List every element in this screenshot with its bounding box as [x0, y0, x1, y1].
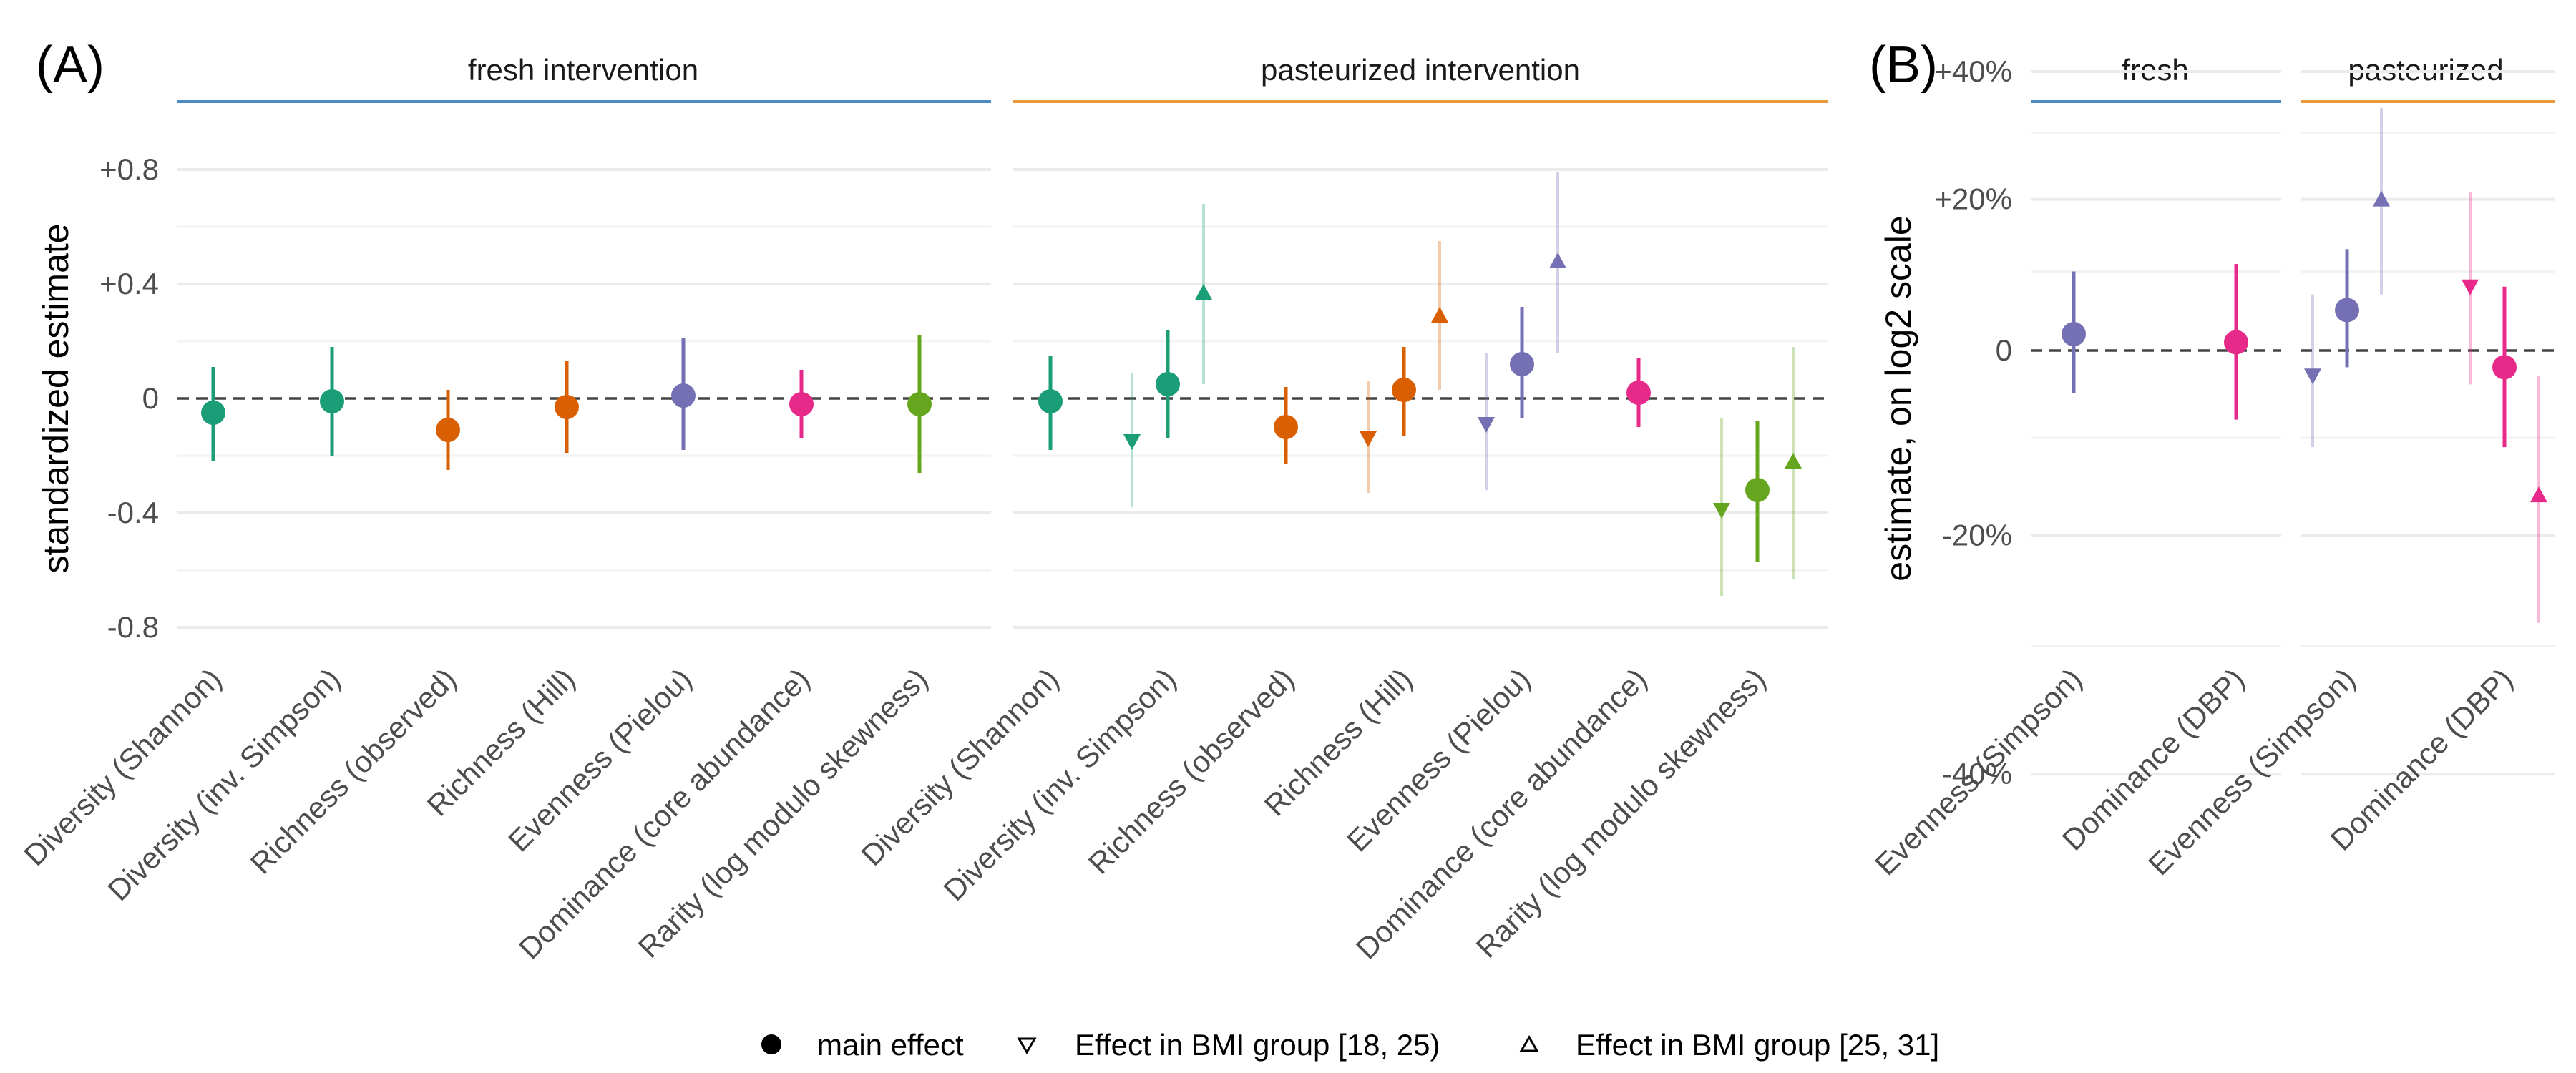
panel-b-y-tick-label: -20%: [1942, 519, 2012, 552]
panel-a-point-bmi-high: [1195, 284, 1212, 300]
panel-b-strip-label-fresh: fresh: [2122, 53, 2188, 87]
panel-a-point-main-effect: [320, 389, 344, 413]
panel-a-x-tick-label-diversity-shannon: Diversity (Shannon): [17, 662, 228, 872]
panel-a-marks: [201, 172, 1802, 596]
legend-label-bmi-low: Effect in BMI group [18, 25): [1075, 1028, 1440, 1062]
panel-a-point-main-effect: [907, 392, 932, 416]
panel-a-point-main-effect: [1626, 381, 1651, 405]
panel-a-point-main-effect: [201, 401, 225, 425]
panel-a-y-axis-title: standardized estimate: [36, 223, 76, 573]
panel-a-point-main-effect: [1510, 352, 1534, 376]
panel-b-x-tick-label-evenness-simpson: Evenness (Simpson): [2142, 662, 2361, 881]
panel-a-strip-label-pasteurized: pasteurized intervention: [1261, 53, 1580, 87]
panel-a-point-main-effect: [671, 383, 696, 408]
panel-b-point-bmi-low: [2462, 279, 2479, 295]
panel-b-y-tick-label: -40%: [1942, 757, 2012, 790]
panel-a-strip-label-fresh: fresh intervention: [468, 53, 698, 87]
panel-a-point-main-effect: [789, 392, 814, 416]
panel-a-point-bmi-high: [1785, 453, 1802, 469]
panel-b-point-bmi-low: [2304, 368, 2321, 385]
panel-a-point-main-effect: [1745, 478, 1770, 502]
panel-b: (B) estimate, on log2 scale fresh pasteu…: [1868, 36, 2555, 881]
panel-a-point-main-effect: [436, 418, 460, 442]
panel-b-x-tick-label-dominance-dbp: Dominance (DBP): [2056, 662, 2251, 857]
panel-a-point-main-effect: [1156, 372, 1180, 396]
panel-b-y-tick-label: +20%: [1934, 182, 2012, 216]
panel-b-point-bmi-high: [2530, 486, 2547, 503]
panel-a-point-main-effect: [1274, 415, 1298, 439]
panel-b-y-tick-label: 0: [1996, 333, 2012, 367]
panel-a-point-main-effect: [1392, 378, 1416, 402]
panel-a-grid: [177, 100, 1828, 629]
panel-b-tick-labels: +40%+20%0-20%-40%Evenness (Simpson)Domin…: [1868, 54, 2519, 881]
panel-a-y-tick-label: +0.4: [99, 267, 159, 300]
panel-b-marks: [2062, 107, 2547, 623]
legend-label-bmi-high: Effect in BMI group [25, 31]: [1576, 1028, 1939, 1062]
panel-a: (A) standardized estimate fresh interven…: [17, 36, 1828, 966]
panel-a-x-tick-label-richness-observed: Richness (observed): [244, 662, 463, 881]
panel-a-point-main-effect: [1038, 389, 1063, 413]
panel-a-point-bmi-low: [1123, 434, 1141, 450]
panel-b-point-main-effect: [2062, 322, 2086, 347]
legend-triangle-down-icon: [1017, 1037, 1037, 1054]
panel-a-y-tick-label: -0.8: [107, 610, 159, 644]
legend: main effect Effect in BMI group [18, 25)…: [761, 1028, 1939, 1062]
panel-a-point-bmi-low: [1713, 503, 1730, 519]
legend-circle-icon: [761, 1034, 781, 1054]
panel-b-point-main-effect: [2492, 355, 2517, 380]
legend-label-main-effect: main effect: [817, 1028, 964, 1062]
panel-a-y-tick-label: 0: [142, 381, 159, 415]
panel-a-y-tick-label: +0.8: [99, 152, 159, 186]
panel-b-point-bmi-high: [2373, 190, 2390, 207]
panel-a-x-tick-label-diversity-inv-simpson: Diversity (inv. Simpson): [937, 662, 1182, 907]
panel-b-point-main-effect: [2335, 298, 2359, 323]
panel-a-point-main-effect: [555, 395, 579, 419]
panel-a-point-bmi-high: [1431, 307, 1448, 323]
panel-a-point-bmi-low: [1360, 431, 1377, 447]
panel-b-y-axis-title: estimate, on log2 scale: [1878, 215, 1918, 581]
panel-b-grid: [2031, 70, 2555, 776]
panel-b-tag: (B): [1869, 36, 1938, 94]
panel-a-x-tick-label-richness-observed: Richness (observed): [1082, 662, 1301, 881]
panel-b-y-tick-label: +40%: [1934, 54, 2012, 88]
panel-b-point-main-effect: [2224, 330, 2248, 355]
panel-a-y-tick-label: -0.4: [107, 496, 159, 529]
panel-a-tag: (A): [36, 36, 104, 94]
panel-b-strip-label-pasteurized: pasteurized: [2348, 53, 2503, 87]
panel-a-x-tick-label-diversity-inv-simpson: Diversity (inv. Simpson): [101, 662, 346, 907]
panel-a-point-bmi-high: [1549, 253, 1566, 268]
legend-triangle-up-icon: [1519, 1035, 1539, 1052]
panel-b-x-tick-label-evenness-simpson: Evenness (Simpson): [1868, 662, 2088, 881]
panel-a-point-bmi-low: [1478, 417, 1495, 433]
